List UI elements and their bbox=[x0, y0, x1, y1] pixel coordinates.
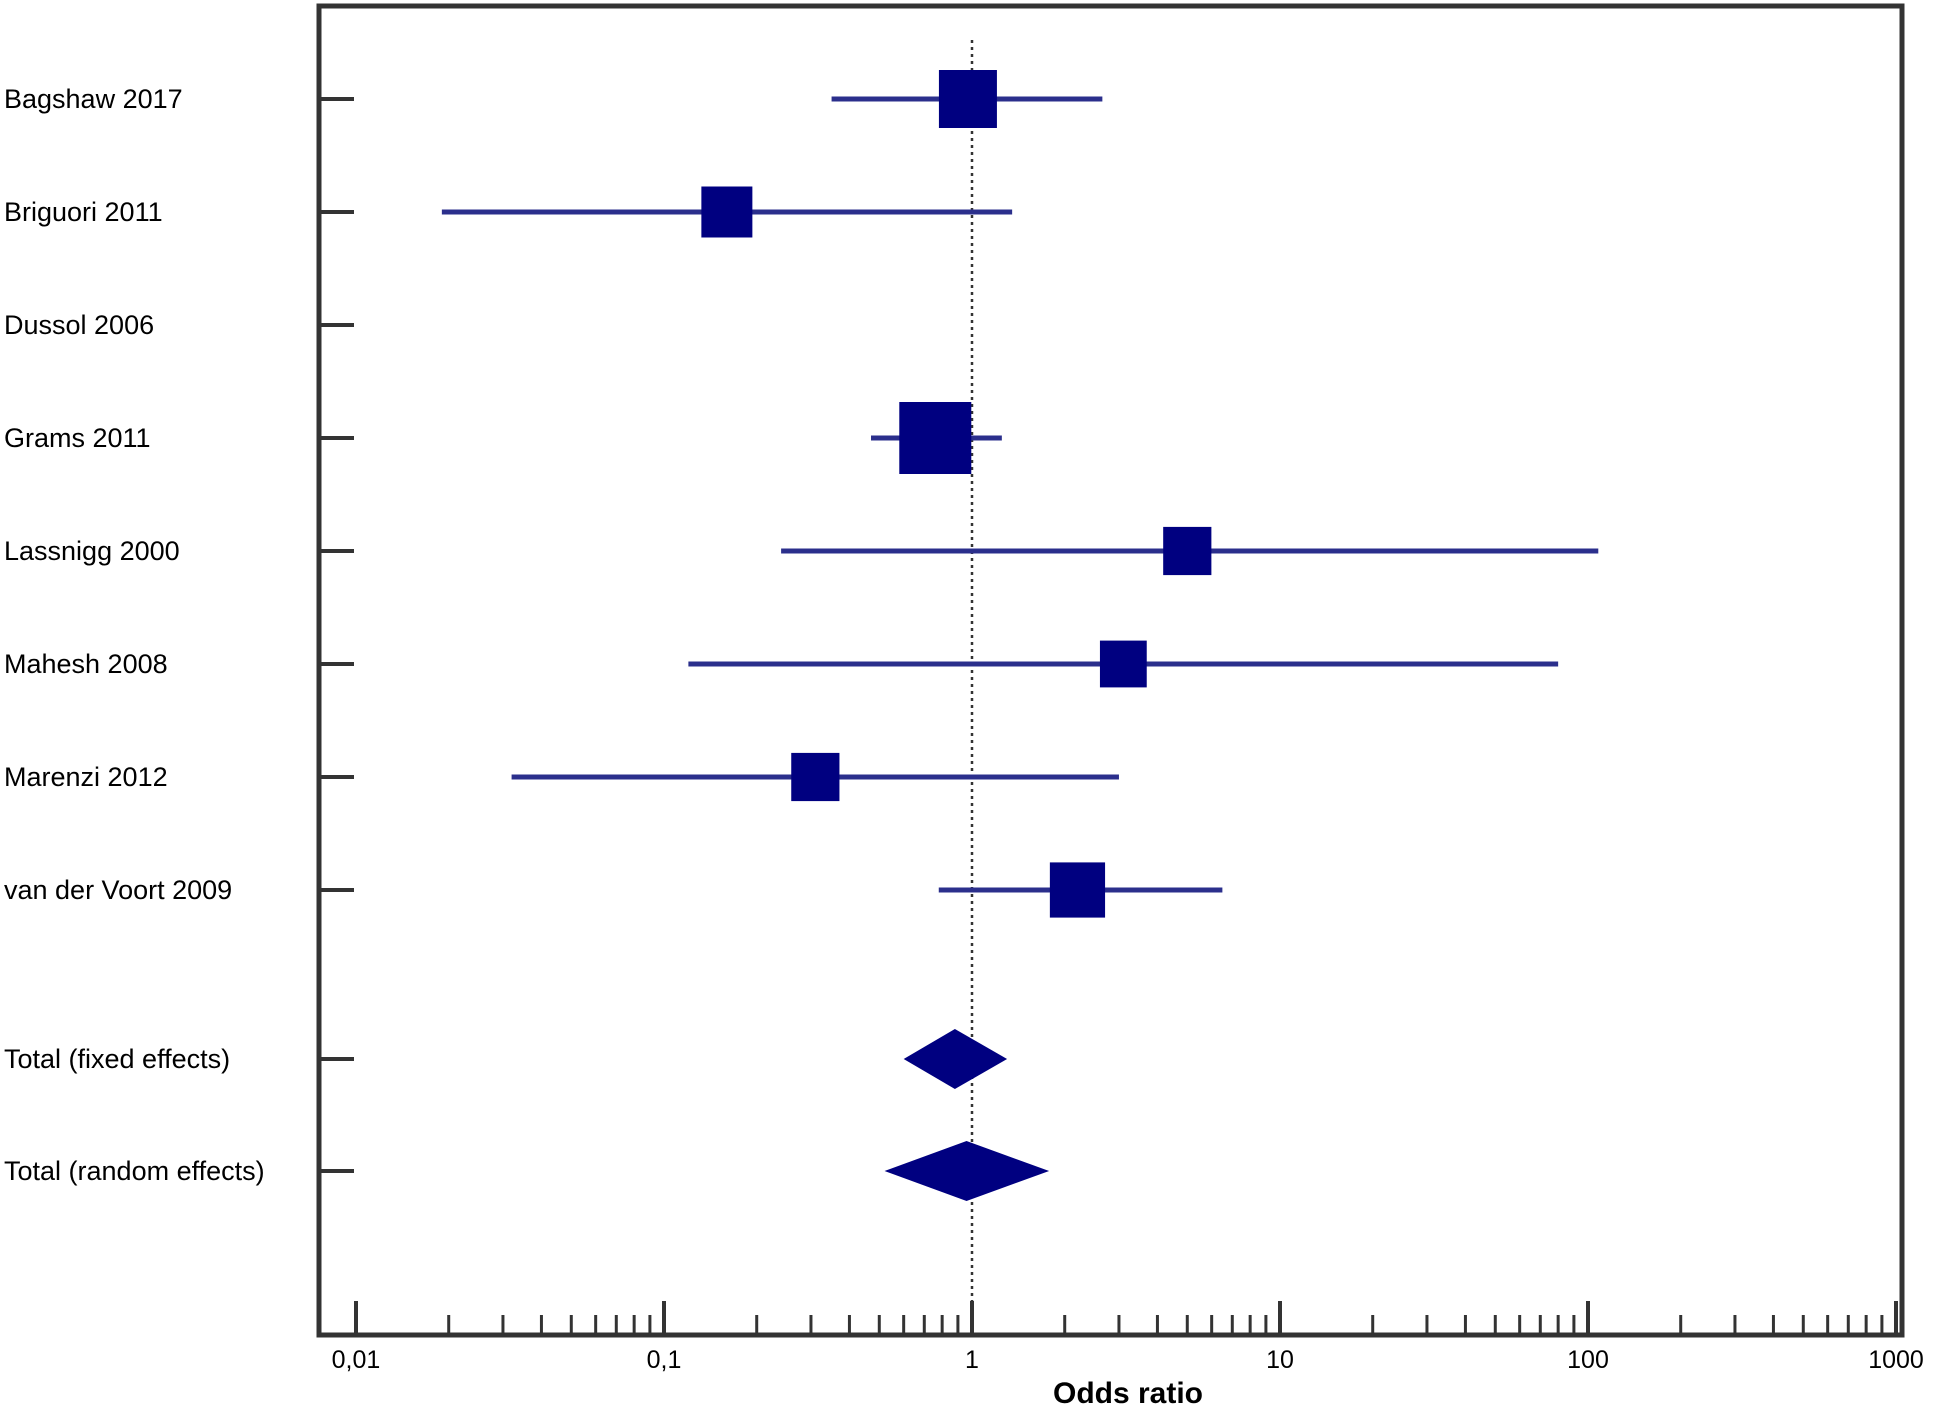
study-label: Bagshaw 2017 bbox=[4, 84, 183, 114]
study-marker bbox=[1163, 526, 1212, 576]
study-label: Total (fixed effects) bbox=[4, 1044, 230, 1074]
study-marker bbox=[938, 70, 997, 128]
study-marker bbox=[899, 402, 972, 474]
x-tick-label: 0,1 bbox=[647, 1346, 682, 1374]
study-marker bbox=[791, 752, 840, 802]
study-marker bbox=[1049, 862, 1106, 918]
study-marker bbox=[701, 186, 753, 238]
x-tick-label: 1 bbox=[965, 1346, 979, 1374]
plot-frame bbox=[316, 3, 1905, 1338]
study-label: Total (random effects) bbox=[4, 1156, 265, 1186]
study-labels: Bagshaw 2017 Briguori 2011 Dussol 2006 Gram… bbox=[4, 84, 265, 1186]
x-axis-title: Odds ratio bbox=[1053, 1377, 1203, 1410]
total-diamond bbox=[903, 1029, 1008, 1089]
study-label: Dussol 2006 bbox=[4, 310, 154, 340]
study-label: Grams 2011 bbox=[4, 423, 151, 453]
row-ticks bbox=[320, 97, 354, 1173]
x-tick-label: 100 bbox=[1567, 1346, 1609, 1374]
x-tick-label: 1000 bbox=[1868, 1346, 1924, 1374]
ci-lines bbox=[441, 96, 1599, 893]
x-axis: 0,01 0,1 1 10 100 1000 bbox=[332, 1301, 1924, 1374]
study-label: Marenzi 2012 bbox=[4, 762, 168, 792]
study-label: van der Voort 2009 bbox=[4, 875, 232, 905]
markers bbox=[701, 70, 1212, 1201]
study-label: Mahesh 2008 bbox=[4, 649, 168, 679]
total-diamond bbox=[884, 1141, 1050, 1201]
study-label: Lassnigg 2000 bbox=[4, 536, 180, 566]
x-tick-label: 0,01 bbox=[332, 1346, 381, 1374]
study-label: Briguori 2011 bbox=[4, 197, 163, 227]
x-tick-label: 10 bbox=[1266, 1346, 1294, 1374]
study-marker bbox=[1099, 640, 1147, 688]
